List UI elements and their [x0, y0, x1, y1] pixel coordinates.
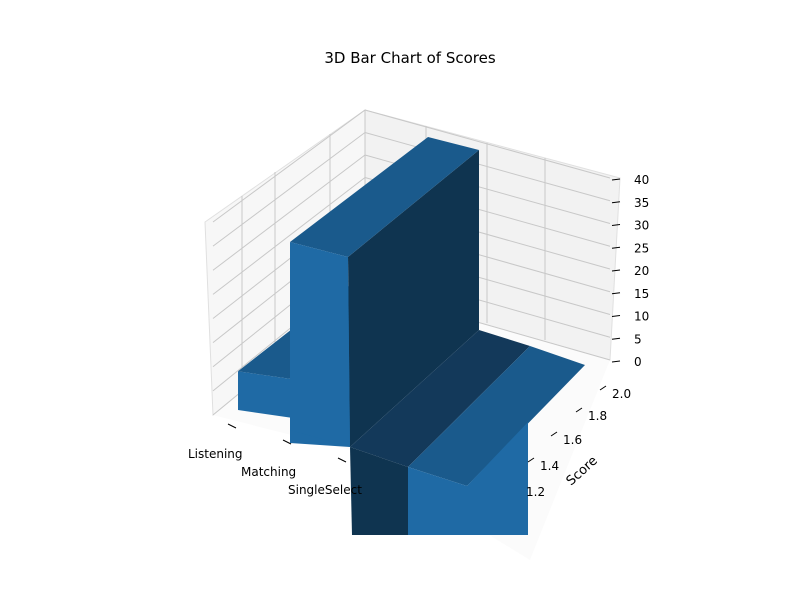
y-tick	[575, 407, 583, 413]
z-tick	[611, 224, 621, 226]
z-tick	[611, 201, 621, 204]
x-tick-label: SingleSelect	[288, 483, 362, 497]
y-tick-label: 1.2	[526, 485, 545, 499]
z-tick	[611, 178, 621, 181]
z-tick	[611, 337, 621, 340]
x-tick-label: Matching	[241, 465, 296, 479]
grid-line	[212, 109, 366, 223]
x-tick-label: Listening	[188, 447, 243, 461]
x-tick	[337, 457, 347, 463]
z-tick-label: 30	[634, 219, 649, 233]
grid-line	[212, 154, 366, 271]
y-tick	[599, 385, 607, 391]
bar-top	[408, 346, 585, 486]
z-tick-label: 5	[634, 332, 642, 346]
bar-top	[350, 330, 530, 467]
y-tick	[550, 431, 558, 437]
y-tick-label: 1.4	[540, 459, 559, 473]
z-tick	[611, 315, 621, 317]
bar-front	[290, 242, 350, 447]
z-tick	[611, 269, 621, 272]
chart-title: 3D Bar Chart of Scores	[324, 49, 496, 67]
z-tick	[611, 292, 621, 295]
y-tick-label: 1.6	[563, 433, 582, 447]
x-tick	[227, 423, 237, 429]
y-tick-label: 2.0	[612, 387, 631, 401]
z-tick-label: 10	[634, 310, 649, 324]
y-tick	[527, 457, 535, 463]
z-tick-label: 15	[634, 287, 649, 301]
bar-top	[290, 137, 479, 257]
x-tick	[282, 439, 292, 445]
y-tick-labels: 1.2 1.4 1.6 1.8 2.0	[526, 385, 631, 499]
bar-side	[348, 150, 479, 447]
z-tick-label: 40	[634, 173, 649, 187]
bar-front	[238, 371, 293, 418]
bars	[238, 137, 585, 535]
z-tick-label: 25	[634, 241, 649, 255]
z-tick-labels: 0 5 10 15 20 25 30 35 40	[611, 173, 649, 369]
grid-line	[212, 177, 366, 295]
y-tick-label: 1.8	[588, 409, 607, 423]
z-tick-label: 0	[634, 355, 642, 369]
bar-side	[350, 447, 408, 535]
z-tick	[611, 360, 621, 363]
z-tick-label: 20	[634, 264, 649, 278]
z-tick-label: 35	[634, 196, 649, 210]
bar-front	[408, 422, 528, 535]
grid-line	[212, 132, 366, 247]
axis-ticks	[227, 423, 347, 463]
z-tick	[611, 246, 621, 249]
